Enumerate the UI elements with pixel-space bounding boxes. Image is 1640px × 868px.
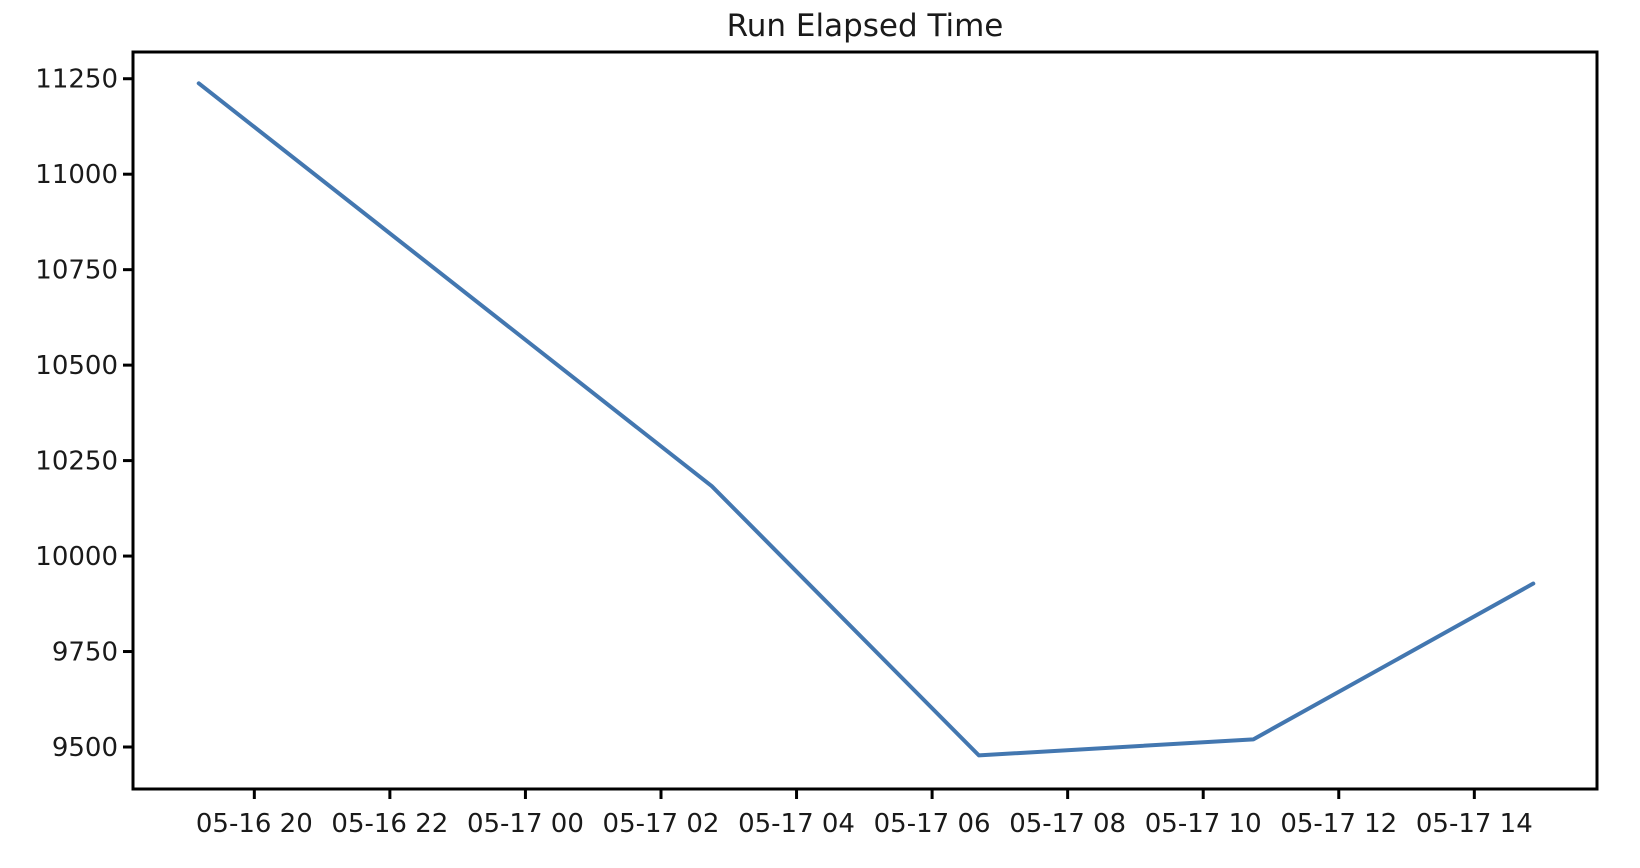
x-tick-label: 05-16 20 [196, 809, 313, 839]
y-tick-label: 10500 [35, 351, 118, 381]
x-tick-label: 05-17 00 [467, 809, 584, 839]
y-tick-label: 10250 [35, 447, 118, 477]
x-tick-label: 05-16 22 [331, 809, 448, 839]
data-line-run-elapsed-time [196, 81, 1536, 758]
x-tick-label: 05-17 02 [603, 809, 720, 839]
y-tick-label: 11250 [35, 65, 118, 95]
x-tick-label: 05-17 12 [1280, 809, 1397, 839]
x-tick-label: 05-17 06 [874, 809, 991, 839]
y-tick-label: 9500 [52, 733, 118, 763]
chart-title: Run Elapsed Time [727, 8, 1004, 44]
plot-area: 05-16 20 05-16 22 05-17 00 05-17 02 05-17 04… [35, 50, 1599, 839]
y-tick-label: 10750 [35, 256, 118, 286]
x-tick-label: 05-17 04 [738, 809, 855, 839]
x-tick-label: 05-17 14 [1416, 809, 1533, 839]
y-tick-label: 9750 [52, 638, 118, 668]
plot-border [131, 50, 1599, 791]
x-tick-label: 05-17 08 [1009, 809, 1126, 839]
y-tick-label: 10000 [35, 542, 118, 572]
x-tick-label: 05-17 10 [1145, 809, 1262, 839]
y-tick-label: 11000 [35, 160, 118, 190]
